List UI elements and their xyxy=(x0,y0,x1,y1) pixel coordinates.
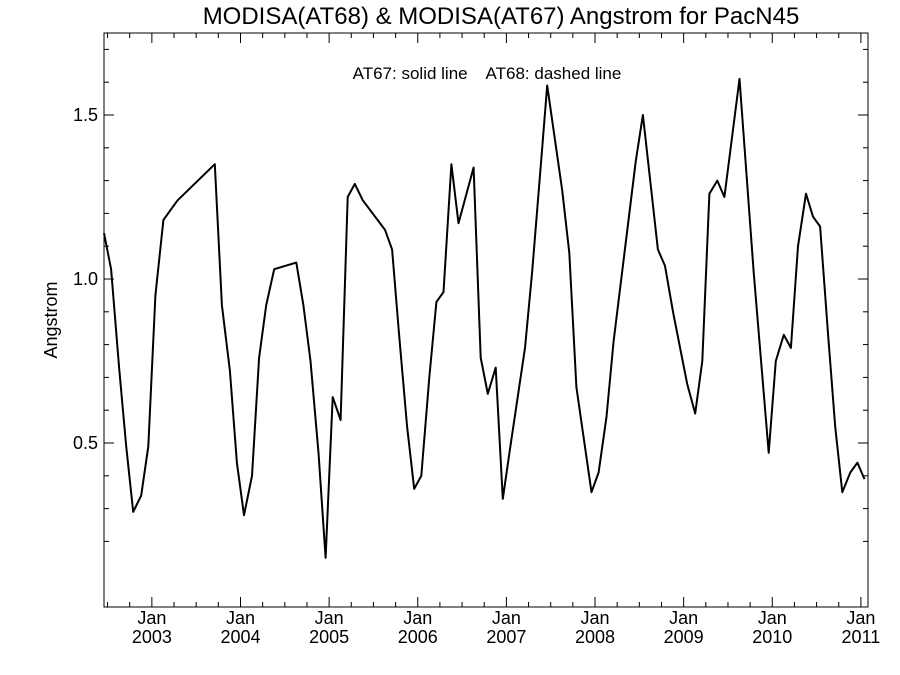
y-tick-label: 1.0 xyxy=(73,269,98,289)
axis-tick-labels: 0.51.01.5Jan2003Jan2004Jan2005Jan2006Jan… xyxy=(73,105,880,647)
x-tick-month-label: Jan xyxy=(403,608,432,628)
x-tick-month-label: Jan xyxy=(581,608,610,628)
x-tick-month-label: Jan xyxy=(137,608,166,628)
series-layer xyxy=(103,77,866,559)
series-style-annotation: AT67: solid line AT68: dashed line xyxy=(353,64,622,83)
plot-frame xyxy=(103,32,869,608)
y-tick-label: 0.5 xyxy=(73,433,98,453)
x-tick-year-label: 2004 xyxy=(220,627,260,647)
x-tick-month-label: Jan xyxy=(226,608,255,628)
x-tick-month-label: Jan xyxy=(669,608,698,628)
x-tick-year-label: 2006 xyxy=(398,627,438,647)
x-tick-month-label: Jan xyxy=(758,608,787,628)
x-tick-year-label: 2010 xyxy=(752,627,792,647)
x-tick-year-label: 2003 xyxy=(132,627,172,647)
y-tick-label: 1.5 xyxy=(73,105,98,125)
x-tick-year-label: 2005 xyxy=(309,627,349,647)
y-axis-label: Angstrom xyxy=(41,281,61,358)
x-tick-year-label: 2008 xyxy=(575,627,615,647)
series-line-at67 xyxy=(103,77,866,559)
x-tick-year-label: 2007 xyxy=(486,627,526,647)
x-tick-year-label: 2011 xyxy=(842,627,881,647)
chart-title: MODISA(AT68) & MODISA(AT67) Angstrom for… xyxy=(203,3,800,30)
x-tick-year-label: 2009 xyxy=(664,627,704,647)
x-tick-month-label: Jan xyxy=(315,608,344,628)
x-tick-month-label: Jan xyxy=(492,608,521,628)
axis-ticks xyxy=(104,33,868,607)
x-tick-month-label: Jan xyxy=(846,608,875,628)
